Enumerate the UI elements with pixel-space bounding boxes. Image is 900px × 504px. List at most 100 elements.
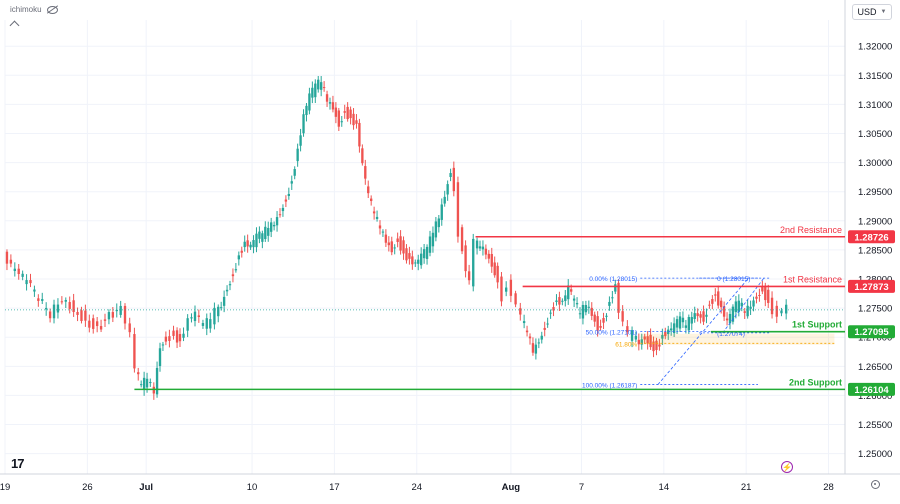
candle-body xyxy=(387,242,390,246)
candle-body xyxy=(370,198,373,202)
candle-body xyxy=(614,284,617,292)
candle-body xyxy=(378,225,382,229)
candle-body xyxy=(752,300,755,307)
candle-body xyxy=(399,236,402,251)
candle-body xyxy=(296,148,299,162)
candle-body xyxy=(608,301,611,306)
candle-body xyxy=(234,269,238,271)
candle-body xyxy=(231,274,235,277)
candle-body xyxy=(352,113,355,126)
candle-body xyxy=(240,250,243,253)
candle-body xyxy=(25,280,28,285)
candle-body xyxy=(164,336,168,342)
candle-body xyxy=(522,321,526,324)
y-tick-label: 1.27000 xyxy=(858,333,892,344)
level-price-label: 1.27095 xyxy=(854,327,889,338)
x-tick-label: 7 xyxy=(579,482,584,493)
candle-body xyxy=(37,298,40,301)
candle-body xyxy=(314,83,317,98)
candle-body xyxy=(60,301,64,303)
candle-body xyxy=(714,294,717,296)
candle-body xyxy=(390,241,393,253)
candle-body xyxy=(690,317,693,324)
candle-body xyxy=(555,300,558,303)
candle-body xyxy=(158,348,162,367)
x-tick-label: 26 xyxy=(82,482,93,493)
candle-body xyxy=(664,331,667,337)
candle-body xyxy=(270,222,273,232)
candle-body xyxy=(217,306,220,317)
indicator-legend[interactable]: ichimoku xyxy=(10,5,58,14)
candle-body xyxy=(761,286,764,292)
candle-body xyxy=(602,318,605,323)
candle-body xyxy=(358,122,361,147)
candle-body xyxy=(305,105,308,116)
candle-body xyxy=(213,307,216,325)
candle-body xyxy=(675,319,679,328)
candle-body xyxy=(717,291,720,306)
x-tick-label: Jul xyxy=(139,482,153,493)
candle-body xyxy=(667,329,670,335)
fib-trend-line xyxy=(657,277,749,385)
candle-body xyxy=(505,287,508,292)
candle-body xyxy=(384,234,388,243)
candle-body xyxy=(693,313,696,320)
candle-body xyxy=(428,236,432,253)
candle-body xyxy=(570,289,573,292)
candle-body xyxy=(708,304,711,306)
candle-body xyxy=(381,231,385,233)
candle-body xyxy=(99,326,103,330)
gear-icon[interactable] xyxy=(871,480,880,489)
candle-body xyxy=(740,302,743,307)
candle-body xyxy=(728,313,732,324)
lightning-icon[interactable]: ⚡ xyxy=(781,461,793,473)
candle-body xyxy=(161,344,165,346)
candle-body xyxy=(261,233,264,242)
candle-body xyxy=(364,166,367,179)
candle-body xyxy=(393,247,396,249)
candle-body xyxy=(561,300,564,302)
candle-body xyxy=(95,321,99,327)
candle-body xyxy=(119,305,122,315)
candle-body xyxy=(140,384,143,386)
candle-body xyxy=(531,343,535,353)
candle-body xyxy=(172,330,175,336)
candle-body xyxy=(237,255,240,260)
y-tick-label: 1.29000 xyxy=(858,216,892,227)
candle-body xyxy=(552,307,555,311)
candle-body xyxy=(197,315,200,317)
candle-body xyxy=(549,312,552,314)
candle-body xyxy=(460,227,464,252)
x-tick-label: 17 xyxy=(329,482,340,493)
candle-body xyxy=(264,226,267,240)
y-tick-label: 1.26000 xyxy=(858,391,892,402)
candle-body xyxy=(440,204,443,220)
candle-body xyxy=(509,279,513,296)
candle-body xyxy=(45,307,48,310)
candle-body xyxy=(758,294,761,296)
candle-body xyxy=(320,82,323,90)
candle-body xyxy=(746,305,749,317)
candle-body xyxy=(764,285,767,301)
candle-body xyxy=(449,173,452,178)
chevron-down-icon: ▼ xyxy=(880,9,887,15)
candle-body xyxy=(649,334,652,348)
candle-body xyxy=(770,297,774,315)
candle-body xyxy=(425,246,429,259)
candle-body xyxy=(467,271,471,281)
candle-body xyxy=(584,304,588,313)
candle-body xyxy=(103,319,107,321)
candle-body xyxy=(464,245,467,272)
candle-body xyxy=(258,231,261,239)
candle-body xyxy=(780,310,783,314)
currency-selector[interactable]: USD ▼ xyxy=(852,4,892,20)
candle-body xyxy=(142,377,146,390)
candle-body xyxy=(355,120,358,124)
tradingview-logo-icon[interactable]: 17 xyxy=(11,456,25,471)
candle-body xyxy=(252,240,255,248)
eye-hidden-icon[interactable] xyxy=(46,5,58,14)
candle-body xyxy=(346,106,349,120)
candle-body xyxy=(21,273,24,277)
level-label: 2nd Support xyxy=(789,377,842,387)
